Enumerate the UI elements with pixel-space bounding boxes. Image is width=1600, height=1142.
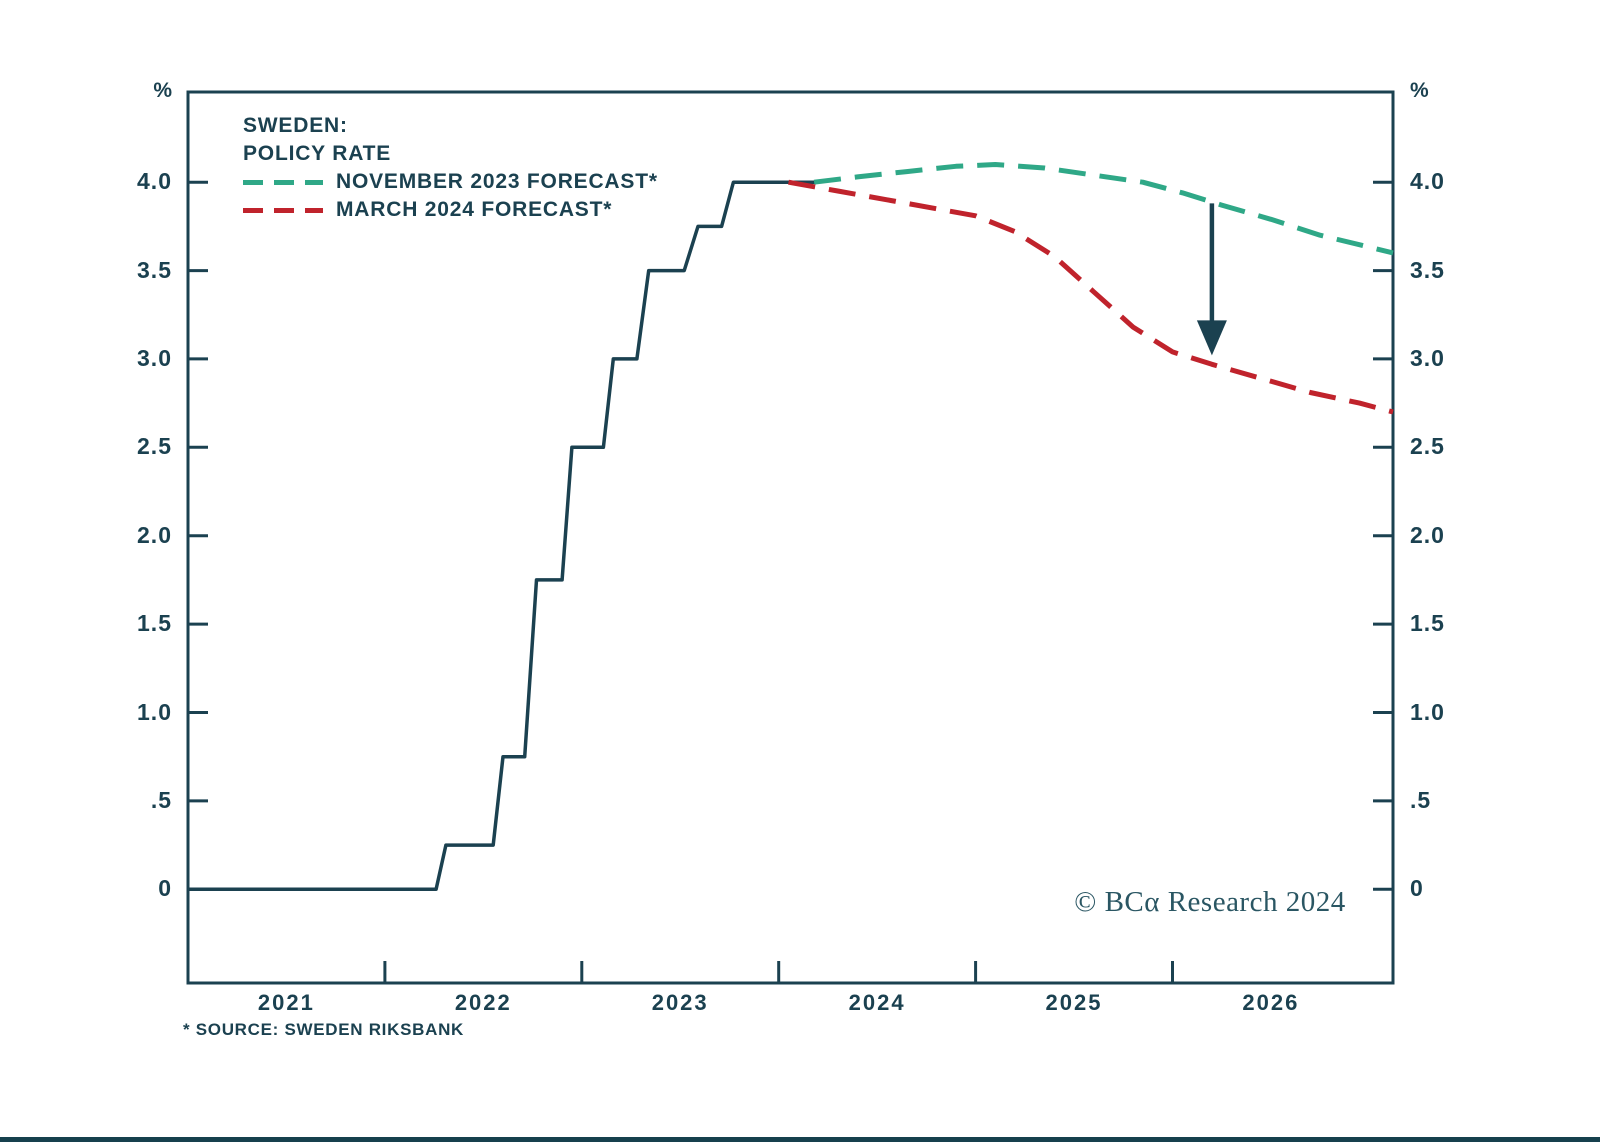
legend-label-march-2024-forecast: MARCH 2024 FORECAST* <box>336 198 613 221</box>
x-axis-label-2022: 2022 <box>454 990 512 1015</box>
chart-legend: SWEDEN: POLICY RATE NOVEMBER 2023 FORECA… <box>243 112 658 224</box>
plot-border <box>186 90 1395 985</box>
y-axis-label-right-3.5: 3.5 <box>1410 256 1445 283</box>
y-axis-label-left-3.5: 3.5 <box>137 256 172 283</box>
copyright-watermark: © BCα Research 2024 <box>1074 886 1346 918</box>
y-axis-unit-left: % <box>153 79 172 102</box>
chart-title-line2: POLICY RATE <box>243 142 392 165</box>
legend-item-march-2024-forecast: MARCH 2024 FORECAST* <box>243 196 658 224</box>
historical-policy-rate-line <box>188 180 819 892</box>
y-axis-label-left-4.0: 4.0 <box>137 168 172 195</box>
y-axis-label-right-.5: .5 <box>1410 786 1432 813</box>
legend-item-november-2023-forecast: NOVEMBER 2023 FORECAST* <box>243 168 658 196</box>
y-axis-label-right-0: 0 <box>1410 875 1424 902</box>
x-axis-label-2025: 2025 <box>1045 990 1103 1015</box>
x-axis-label-2024: 2024 <box>848 990 906 1015</box>
down-arrow-head-icon <box>1196 320 1227 356</box>
x-axis-label-2026: 2026 <box>1242 990 1300 1015</box>
bottom-border-bar <box>0 1137 1600 1142</box>
y-axis-label-left-3.0: 3.0 <box>137 344 172 371</box>
legend-swatch-march-2024-forecast <box>243 207 323 213</box>
y-axis-label-left-2.5: 2.5 <box>137 433 172 460</box>
legend-swatch-november-2023-forecast <box>243 179 323 185</box>
x-axis-label-2021: 2021 <box>257 990 315 1015</box>
chart-title-line1: SWEDEN: <box>243 114 348 137</box>
source-footnote: * SOURCE: SWEDEN RIKSBANK <box>183 1020 465 1039</box>
y-axis-label-left-0: 0 <box>158 875 172 902</box>
y-axis-label-right-1.5: 1.5 <box>1410 610 1445 637</box>
y-axis-label-left-2.0: 2.0 <box>137 521 172 548</box>
y-axis-label-right-1.0: 1.0 <box>1410 698 1445 725</box>
march-2024-forecast-line <box>788 179 1394 415</box>
y-axis-label-right-4.0: 4.0 <box>1410 168 1445 195</box>
y-axis-label-right-2.5: 2.5 <box>1410 433 1445 460</box>
y-axis-label-right-2.0: 2.0 <box>1410 521 1445 548</box>
november-2023-forecast-line <box>813 162 1394 256</box>
y-axis-label-right-3.0: 3.0 <box>1410 344 1445 371</box>
x-axis-label-2023: 2023 <box>651 990 709 1015</box>
y-axis-label-left-1.0: 1.0 <box>137 698 172 725</box>
y-axis-label-left-.5: .5 <box>150 786 172 813</box>
legend-label-november-2023-forecast: NOVEMBER 2023 FORECAST* <box>336 170 658 193</box>
y-axis-unit-right: % <box>1410 79 1429 102</box>
y-axis-label-left-1.5: 1.5 <box>137 610 172 637</box>
